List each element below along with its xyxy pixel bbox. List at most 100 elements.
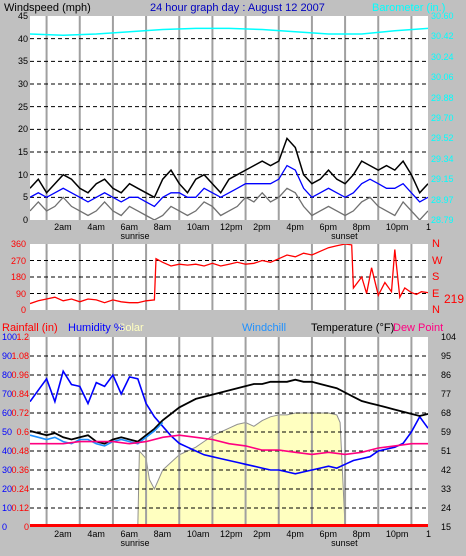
rainfall-tick: 0.6 [16,427,29,437]
temperature-tick: 15 [441,522,452,532]
wind-low-line [30,187,428,220]
dewpoint-line [30,434,428,456]
windspeed-tick: 45 [17,11,28,21]
direction-tick: 360 [10,239,26,249]
hour-label: 10pm [385,529,409,539]
windspeed-tick: 20 [17,124,28,135]
dewpoint-axis-title: Dew Point [393,322,444,334]
barometer-tick: 30.42 [431,31,454,42]
rainfall-tick: 0.48 [11,446,29,456]
humidity-tick: 10 [2,503,13,513]
hour-label: 8pm [352,529,371,539]
rainfall-axis-title: Rainfall (in) [2,322,58,334]
windspeed-tick: 5 [22,192,28,203]
rainfall-tick: 1.08 [11,351,29,361]
rainfall-tick: 0.36 [11,465,29,475]
temperature-tick: 77 [441,389,452,399]
humidity-line [30,369,428,475]
humidity-tick: 20 [2,484,13,494]
windspeed-tick: 10 [17,169,28,180]
humidity-tick: 80 [2,370,13,380]
barometer-tick: 30.60 [431,11,454,21]
barometer-axis-title: Barometer (in.) [372,2,446,14]
humidity-tick: 100 [2,332,18,342]
hour-label: 6am [120,529,139,539]
compass-tick: N [432,238,440,250]
hour-label: 10am [186,222,210,232]
windspeed-tick: 30 [17,79,28,89]
temperature-tick: 104 [441,332,457,342]
rainfall-tick: 0.72 [11,408,29,418]
temperature-tick: 33 [441,484,452,494]
compass-tick: W [432,254,443,267]
wind-gust-line [30,136,428,199]
climate-chart [30,337,428,527]
barometer-tick: 29.70 [431,113,454,123]
barometer-line [30,27,428,36]
humidity-axis-title: Humidity % [68,322,124,334]
temperature-axis-title: Temperature (°F) [311,322,395,334]
windspeed-tick: 0 [22,215,28,225]
hour-label: 4am [87,529,105,539]
barometer-tick: 29.15 [431,174,454,185]
barometer-tick: 30.06 [431,72,454,83]
hour-label: 10am [186,529,210,539]
hour-label: 10pm [385,222,409,232]
solar-axis-title: Solar [118,322,144,334]
humidity-tick: 30 [2,465,13,475]
direction-tick: 0 [20,305,26,315]
barometer-tick: 29.88 [431,92,454,103]
rainfall-tick: 0.84 [11,389,29,399]
sunrise-label: sunrise [120,538,150,548]
barometer-tick: 28.79 [431,215,454,225]
rainfall-tick: 0.96 [11,370,29,380]
hour-label: 6am [120,222,139,232]
plot-background [30,16,428,220]
end-label: 1 [426,222,432,232]
temperature-tick: 68 [441,408,452,418]
direction-tick: 90 [15,288,26,299]
windspeed-axis-title: Windspeed (mph) [4,2,91,14]
compass-tick: N [432,304,440,316]
hour-label: 12pm [220,529,243,539]
hour-label: 4pm [286,529,304,539]
rainfall-tick: 0 [23,522,29,532]
direction-current-value: 219 [444,292,465,306]
rainfall-tick: 0.12 [11,503,29,513]
hour-label: 4pm [286,222,304,232]
direction-tick: 270 [10,255,26,266]
hour-label: 8am [153,529,172,539]
hour-label: 2pm [253,529,271,539]
temperature-tick: 51 [441,446,452,456]
hour-label: 8am [153,222,172,232]
windspeed-tick: 25 [17,101,28,112]
hour-label: 6pm [319,222,338,232]
sunset-label: sunset [331,538,358,548]
rainfall-tick: 1.2 [16,332,29,342]
hour-label: 2am [54,222,72,232]
rainfall-tick: 0.24 [11,484,29,494]
chart-title: 24 hour graph day : August 12 2007 [150,2,325,14]
temperature-tick: 86 [441,370,452,380]
barometer-tick: 29.34 [431,153,454,164]
humidity-tick: 90 [2,351,13,361]
sunrise-label: sunrise [120,231,150,241]
windspeed-tick: 40 [17,33,28,44]
temperature-tick: 95 [441,351,452,361]
humidity-tick: 50 [2,427,13,437]
wind-chart [30,16,428,220]
wind-avg-line [30,164,428,208]
hour-label: 2am [54,529,72,539]
temperature-tick: 24 [441,503,452,513]
sunset-label: sunset [331,231,358,241]
wind-direction-line [30,244,428,305]
barometer-tick: 30.24 [431,51,454,62]
humidity-tick: 40 [2,446,13,456]
hour-label: 6pm [319,529,338,539]
end-label: 1 [426,529,432,539]
hour-label: 4am [87,222,105,232]
rainfall-bar [30,524,428,527]
windspeed-tick: 15 [17,147,28,157]
hour-label: 12pm [220,222,243,232]
barometer-tick: 29.52 [431,133,454,144]
